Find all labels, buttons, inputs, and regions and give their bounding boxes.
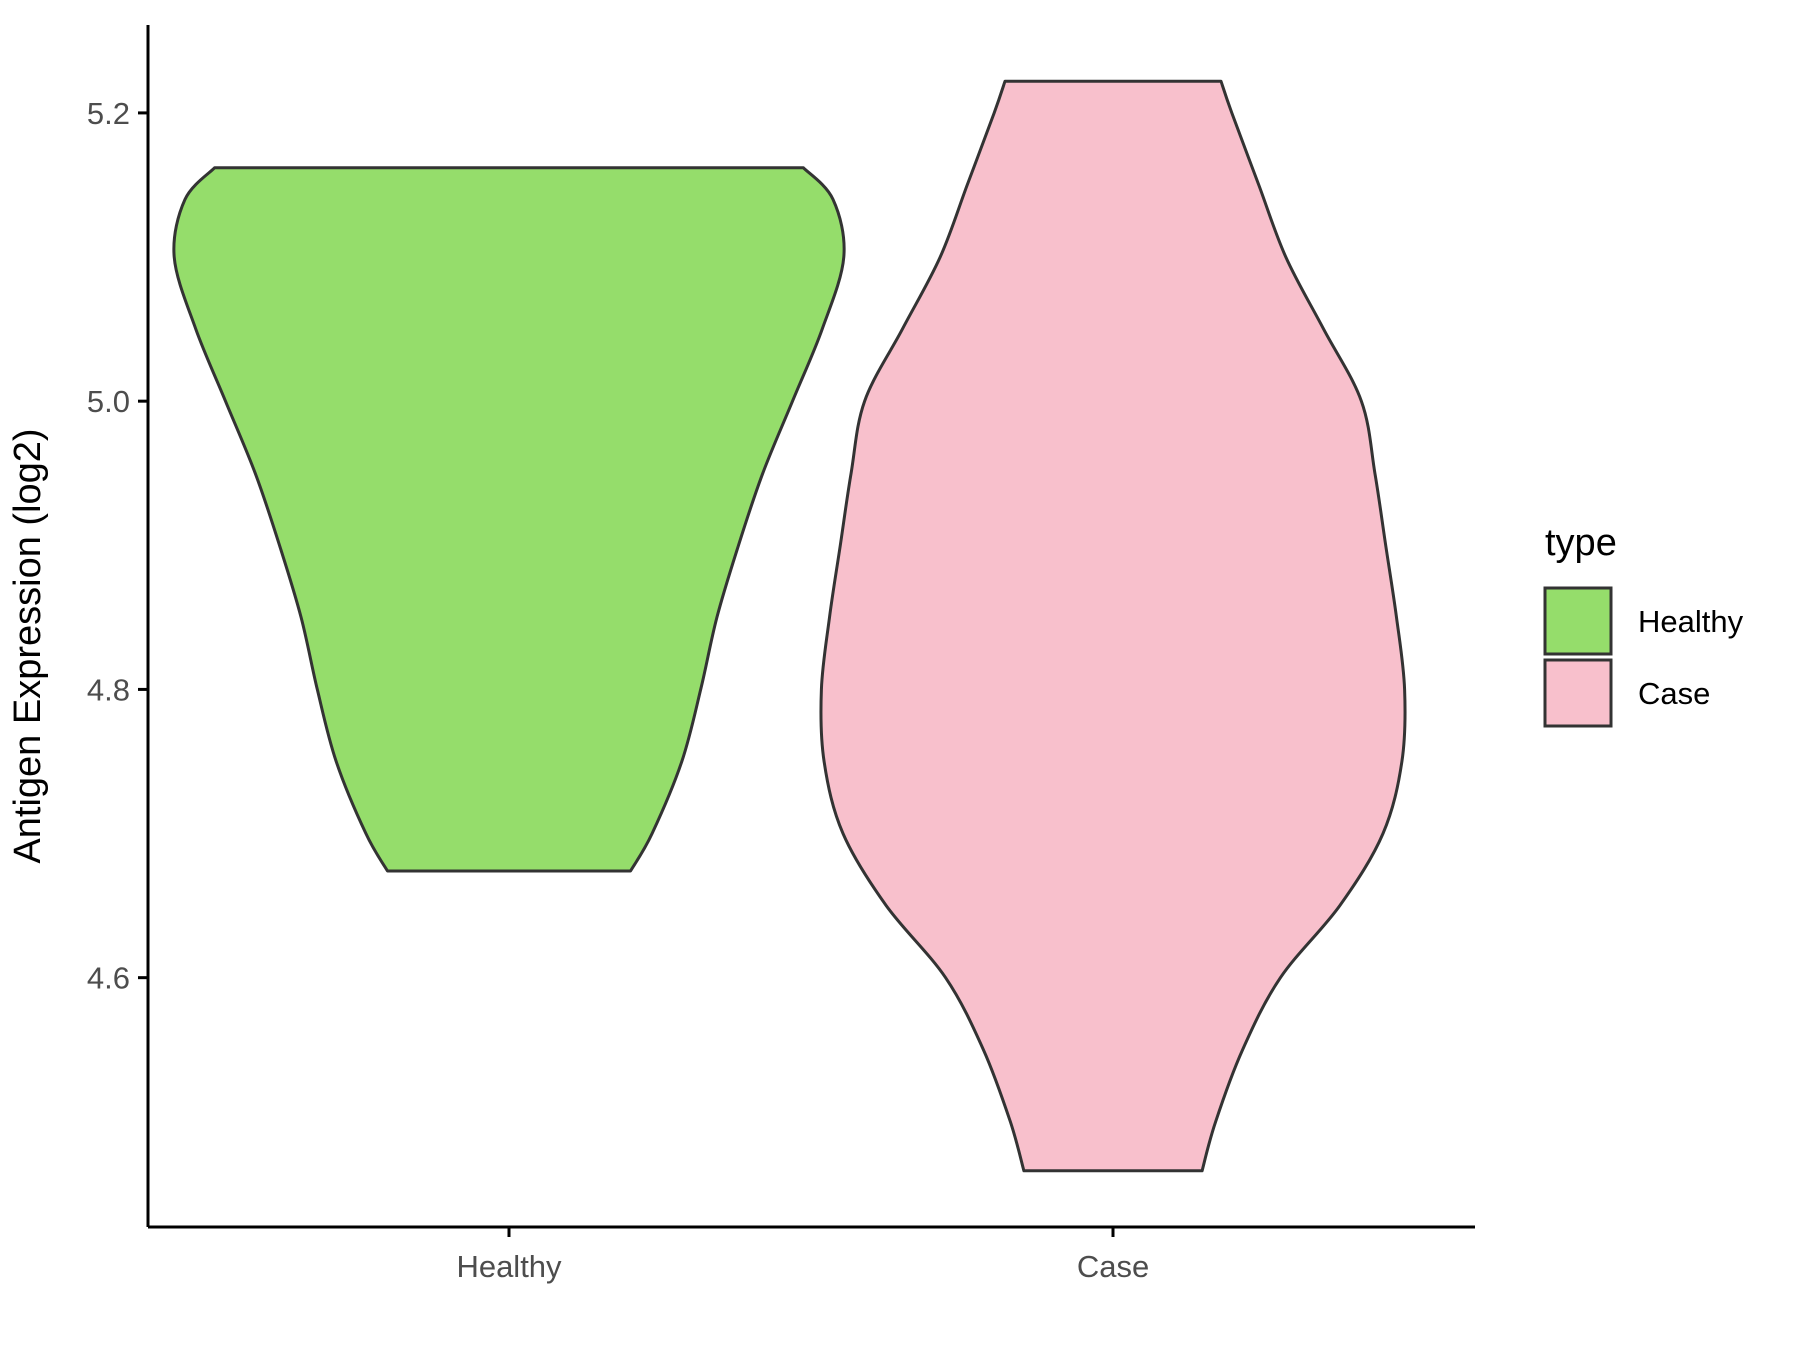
x-tick-label: Case bbox=[1077, 1249, 1149, 1284]
x-tick-label: Healthy bbox=[456, 1249, 562, 1284]
y-tick-label: 4.6 bbox=[87, 961, 130, 996]
x-ticks: Healthy Case bbox=[456, 1227, 1149, 1284]
axes-layer bbox=[146, 25, 1475, 1229]
legend-entries: Healthy Case bbox=[1543, 586, 1744, 728]
legend-title: type bbox=[1545, 522, 1617, 564]
y-tick-label: 5.2 bbox=[87, 96, 130, 131]
y-axis-title: Antigen Expression (log2) bbox=[7, 428, 49, 863]
legend-swatch-case bbox=[1543, 658, 1613, 728]
legend: type Healthy Case bbox=[1543, 522, 1744, 728]
violin-case bbox=[819, 79, 1407, 1173]
y-ticks: 4.6 4.8 5.0 5.2 bbox=[87, 96, 148, 996]
y-tick-label: 4.8 bbox=[87, 672, 130, 707]
legend-swatch-healthy bbox=[1543, 586, 1613, 656]
violin-healthy bbox=[172, 166, 846, 873]
legend-label-case: Case bbox=[1638, 676, 1710, 711]
legend-label-healthy: Healthy bbox=[1638, 604, 1744, 639]
violins-layer bbox=[172, 79, 1407, 1173]
y-tick-label: 5.0 bbox=[87, 384, 130, 419]
